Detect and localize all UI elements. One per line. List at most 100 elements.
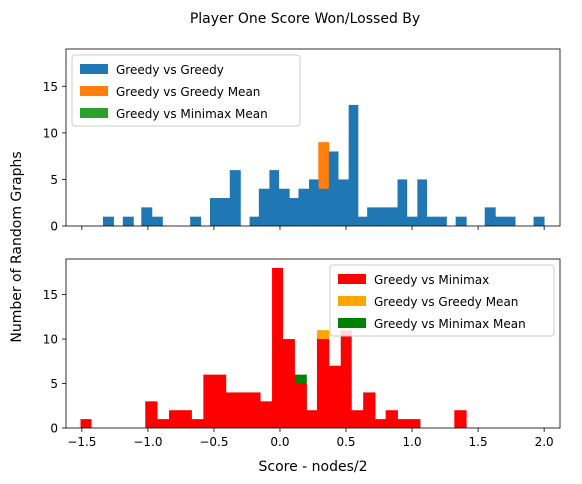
bar <box>157 419 170 428</box>
bar <box>338 179 350 226</box>
y-tick-label: 10 <box>43 333 58 347</box>
bar <box>375 419 387 428</box>
bar <box>260 401 273 428</box>
bar <box>533 216 545 226</box>
top-axes-frame <box>65 48 561 227</box>
bar <box>80 419 92 428</box>
legend-label: Greedy vs Minimax Mean <box>116 107 268 121</box>
legend-label: Greedy vs Minimax <box>374 273 489 287</box>
legend-label: Greedy vs Minimax Mean <box>374 317 526 331</box>
bar <box>495 216 505 226</box>
bottom-axes-frame <box>65 258 561 429</box>
legend-swatch <box>338 318 366 328</box>
y-axis-label: Number of Random Graphs <box>9 151 25 342</box>
bar <box>269 170 280 226</box>
bar <box>357 216 368 226</box>
legend-label: Greedy vs Greedy Mean <box>116 85 260 99</box>
bar <box>203 374 215 428</box>
bar <box>213 374 227 428</box>
bar <box>328 365 342 428</box>
bar <box>122 216 134 226</box>
bar <box>179 410 192 428</box>
bar <box>209 198 221 226</box>
y-tick-label: 5 <box>50 377 58 391</box>
top-legend: Greedy vs Greedy Greedy vs Greedy Mean Gre… <box>71 54 301 127</box>
bar <box>169 410 180 428</box>
bar <box>220 198 231 226</box>
histogram-top-panel: 0 5 10 15 Greedy vs Greedy Greedy vs Greedy M… <box>43 48 561 234</box>
bar <box>278 188 290 226</box>
bar <box>455 216 467 226</box>
legend-swatch <box>80 86 108 96</box>
bar <box>289 198 299 226</box>
bottom-series-greedy-vs-minimax <box>80 267 467 428</box>
bar <box>318 142 330 226</box>
legend-swatch <box>80 64 108 74</box>
bar <box>318 188 330 226</box>
legend-swatch <box>338 274 366 284</box>
bar <box>340 330 352 428</box>
legend-box <box>71 54 301 127</box>
bar <box>328 151 339 226</box>
bottom-legend: Greedy vs Minimax Greedy vs Greedy Mean Gr… <box>329 264 555 337</box>
histogram-bottom-panel: −1.5 −1.0 −0.5 0.0 0.5 1.0 1.5 2.0 0 5 10 15 Greedy … <box>43 258 561 449</box>
bar <box>102 216 114 226</box>
bar <box>151 216 163 226</box>
bar <box>504 216 516 226</box>
bar <box>367 207 379 226</box>
bar <box>397 419 410 428</box>
bar <box>417 179 427 226</box>
bar <box>248 392 261 428</box>
y-tick-label: 5 <box>50 173 58 187</box>
bar <box>316 339 330 428</box>
bar <box>406 216 418 226</box>
legend-box <box>329 264 555 337</box>
bar <box>282 339 295 428</box>
x-tick-label: 0.0 <box>270 435 289 449</box>
bar <box>348 104 359 226</box>
x-tick-label: 2.0 <box>535 435 554 449</box>
bar <box>351 410 364 428</box>
bar <box>454 410 467 428</box>
bar <box>386 207 398 226</box>
bar <box>258 188 270 226</box>
x-tick-label: −1.5 <box>67 435 96 449</box>
top-series-greedy-vs-greedy <box>102 104 545 226</box>
bar <box>409 419 421 428</box>
bar <box>306 410 318 428</box>
x-tick-label: 0.5 <box>336 435 355 449</box>
x-tick-label: −1.0 <box>133 435 162 449</box>
bar <box>363 392 376 428</box>
bar <box>426 216 437 226</box>
bar <box>190 216 202 226</box>
x-tick-label: 1.0 <box>403 435 422 449</box>
legend-label: Greedy vs Greedy <box>116 63 224 77</box>
bar <box>377 207 388 226</box>
bar <box>191 419 204 428</box>
bar <box>309 179 319 226</box>
legend-swatch <box>80 108 108 118</box>
y-tick-label: 0 <box>50 422 58 436</box>
bar <box>397 179 408 226</box>
legend-label: Greedy vs Greedy Mean <box>374 295 518 309</box>
top-series-greedy-vs-greedy-mean <box>318 142 330 226</box>
y-tick-label: 0 <box>50 220 58 234</box>
y-tick-label: 15 <box>43 288 58 302</box>
bar <box>145 401 158 428</box>
bar <box>298 188 310 226</box>
x-tick-label: −0.5 <box>199 435 228 449</box>
bar <box>141 207 153 226</box>
bar <box>435 216 447 226</box>
bar <box>272 267 284 428</box>
y-tick-label: 10 <box>43 126 58 140</box>
bar <box>237 392 249 428</box>
bar <box>225 392 239 428</box>
y-tick-label: 15 <box>43 80 58 94</box>
figure-title: Player One Score Won/Lossed By <box>190 11 420 27</box>
x-axis-label: Score - nodes/2 <box>258 459 367 475</box>
x-tick-label: 1.5 <box>469 435 488 449</box>
bar <box>385 410 398 428</box>
bar <box>484 207 496 226</box>
bar <box>294 383 307 428</box>
